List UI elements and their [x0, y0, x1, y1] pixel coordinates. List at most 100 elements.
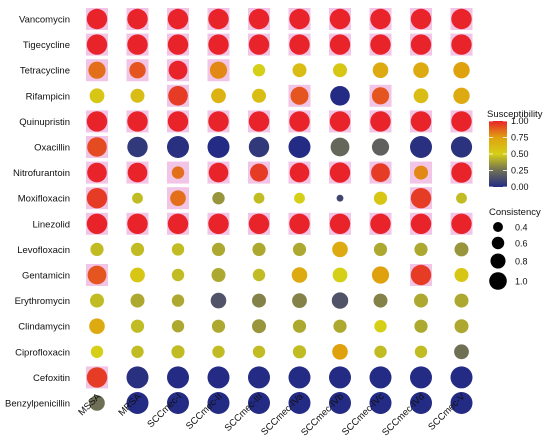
bubble-quinupristin-sccmec-ivd: [410, 111, 432, 132]
bubble-moxifloxacin-sccmec-iva: [294, 192, 305, 204]
susceptibility-legend: Susceptibility 1.00 0.75 0.50 0.25 0.00: [487, 109, 543, 192]
bubble-clindamycin-sccmec-iii: [252, 319, 266, 334]
bubble-levofloxacin-sccmec-i: [171, 243, 185, 256]
consistency-legend-title: Consistency: [489, 207, 541, 218]
bubble-vancomycin-sccmec-iva: [289, 8, 310, 30]
bubble-oxacillin-sccmec-ivc: [371, 138, 390, 156]
bubble-ciprofloxacin-sccmec-i: [171, 345, 185, 359]
y-tick-label: Linezolid: [33, 219, 71, 230]
bubble-tetracycline-sccmec-iii: [252, 63, 266, 77]
bubble-rifampicin-sccmec-iva: [290, 86, 309, 105]
bubble-cefoxitin-sccmec-ii: [207, 366, 230, 389]
bubble-vancomycin-mrsa: [127, 8, 148, 30]
bubble-cefoxitin-sccmec-iii: [248, 366, 270, 389]
bubble-linezolid-sccmec-v: [451, 213, 472, 234]
colorbar-tick-label: 1.00: [511, 116, 529, 126]
bubble-rifampicin-mssa: [89, 88, 105, 104]
bubble-clindamycin-mrsa: [130, 319, 145, 333]
bubble-moxifloxacin-mrsa: [132, 192, 143, 204]
bubble-tetracycline-sccmec-ivc: [372, 62, 389, 78]
bubble-vancomycin-sccmec-i: [167, 8, 189, 30]
bubble-tigecycline-sccmec-ivb: [329, 34, 351, 55]
bubble-cefoxitin-sccmec-ivd: [410, 366, 432, 389]
bubble-oxacillin-mssa: [87, 137, 107, 157]
bubble-tetracycline-sccmec-iva: [292, 63, 307, 78]
y-tick-label: Oxacillin: [34, 143, 70, 154]
y-tick-label: Erythromycin: [15, 296, 70, 307]
bubble-linezolid-sccmec-iva: [289, 213, 310, 234]
bubble-linezolid-sccmec-iii: [248, 213, 270, 234]
bubble-tetracycline-sccmec-ivb: [333, 63, 347, 78]
bubble-clindamycin-sccmec-ii: [211, 319, 226, 333]
bubble-erythromycin-mrsa: [130, 293, 145, 308]
bubble-ciprofloxacin-sccmec-iva: [292, 345, 307, 359]
bubble-tigecycline-sccmec-iii: [248, 34, 270, 55]
bubble-ciprofloxacin-sccmec-ivb: [332, 344, 348, 360]
bubble-nitrofurantoin-sccmec-ii: [208, 162, 229, 183]
bubble-oxacillin-sccmec-v: [450, 136, 473, 158]
bubble-ciprofloxacin-sccmec-ivd: [414, 345, 428, 358]
colorbar-tick-label: 0.25: [511, 166, 529, 176]
bubble-quinupristin-sccmec-v: [451, 111, 472, 132]
bubble-erythromycin-sccmec-iii: [252, 293, 266, 308]
bubble-erythromycin-sccmec-ivb: [331, 292, 349, 309]
bubble-erythromycin-sccmec-iva: [292, 293, 307, 308]
bubble-tetracycline-mrsa: [129, 61, 146, 79]
bubble-moxifloxacin-sccmec-i: [170, 190, 186, 206]
x-axis-tick-labels: MSSA MRSA SCCmec-I SCCmec-IISCCmec-IIISCCme…: [76, 391, 468, 438]
bubble-tigecycline-sccmec-i: [167, 34, 189, 55]
bubble-nitrofurantoin-sccmec-ivd: [414, 165, 428, 180]
bubble-linezolid-mrsa: [127, 213, 148, 234]
bubble-nitrofurantoin-mrsa: [127, 162, 148, 183]
bubble-erythromycin-sccmec-ivd: [414, 293, 428, 308]
bubble-nitrofurantoin-sccmec-v: [451, 162, 472, 183]
bubble-levofloxacin-mrsa: [130, 242, 145, 256]
bubble-moxifloxacin-sccmec-v: [456, 192, 467, 204]
bubble-ciprofloxacin-sccmec-v: [454, 344, 469, 360]
bubble-quinupristin-mssa: [86, 111, 108, 132]
bubble-gentamicin-sccmec-ivc: [371, 266, 390, 284]
susceptibility-colorbar: [489, 121, 507, 187]
bubble-linezolid-sccmec-i: [167, 213, 189, 234]
bubble-cefoxitin-sccmec-ivb: [329, 366, 351, 389]
consistency-legend-label: 1.0: [515, 277, 528, 287]
consistency-legend-label: 0.4: [515, 223, 528, 233]
bubble-rifampicin-mrsa: [130, 88, 145, 103]
bubble-tigecycline-sccmec-ii: [208, 34, 229, 55]
bubble-erythromycin-mssa: [90, 293, 104, 308]
bubble-gentamicin-sccmec-ii: [211, 268, 226, 282]
bubble-vancomycin-sccmec-ivc: [370, 8, 391, 30]
bubble-vancomycin-sccmec-ii: [208, 8, 229, 30]
bubble-rifampicin-sccmec-ivb: [330, 86, 350, 106]
bubble-gentamicin-sccmec-ivb: [332, 267, 348, 283]
y-tick-label: Benzylpenicillin: [5, 399, 70, 410]
bubble-nitrofurantoin-sccmec-ivc: [371, 163, 390, 183]
bubble-tetracycline-sccmec-v: [453, 61, 470, 79]
bubble-nitrofurantoin-sccmec-i: [171, 166, 185, 179]
bubble-cefoxitin-sccmec-iva: [288, 366, 311, 389]
consistency-legend-dot: [490, 253, 506, 269]
bubble-rifampicin-sccmec-v: [453, 87, 470, 105]
bubble-tigecycline-sccmec-ivc: [370, 34, 391, 55]
bubble-cefoxitin-sccmec-ivc: [369, 366, 392, 389]
bubble-linezolid-sccmec-ivd: [410, 213, 432, 234]
bubble-benzylpenicillin-sccmec-v: [450, 392, 473, 414]
bubble-levofloxacin-sccmec-v: [454, 242, 469, 257]
bubble-tigecycline-mssa: [86, 34, 108, 55]
bubbles: [86, 8, 473, 414]
bubble-benzylpenicillin-sccmec-ivc: [369, 392, 392, 414]
bubble-erythromycin-sccmec-i: [171, 294, 185, 307]
y-tick-label: Levofloxacin: [17, 245, 70, 256]
bubble-ciprofloxacin-mrsa: [131, 345, 144, 358]
bubble-benzylpenicillin-sccmec-ii: [207, 392, 230, 414]
bubble-erythromycin-sccmec-v: [454, 293, 469, 308]
bubble-vancomycin-mssa: [86, 8, 108, 30]
bubble-vancomycin-sccmec-v: [451, 8, 472, 30]
y-tick-label: Nitrofurantoin: [13, 168, 70, 179]
bubble-moxifloxacin-sccmec-ivd: [410, 188, 432, 209]
bubble-linezolid-mssa: [86, 213, 108, 234]
y-tick-label: Clindamycin: [18, 322, 70, 333]
bubble-oxacillin-sccmec-ivb: [330, 137, 350, 157]
bubble-moxifloxacin-sccmec-ivb: [336, 194, 344, 202]
bubble-rifampicin-sccmec-ivc: [371, 87, 390, 105]
